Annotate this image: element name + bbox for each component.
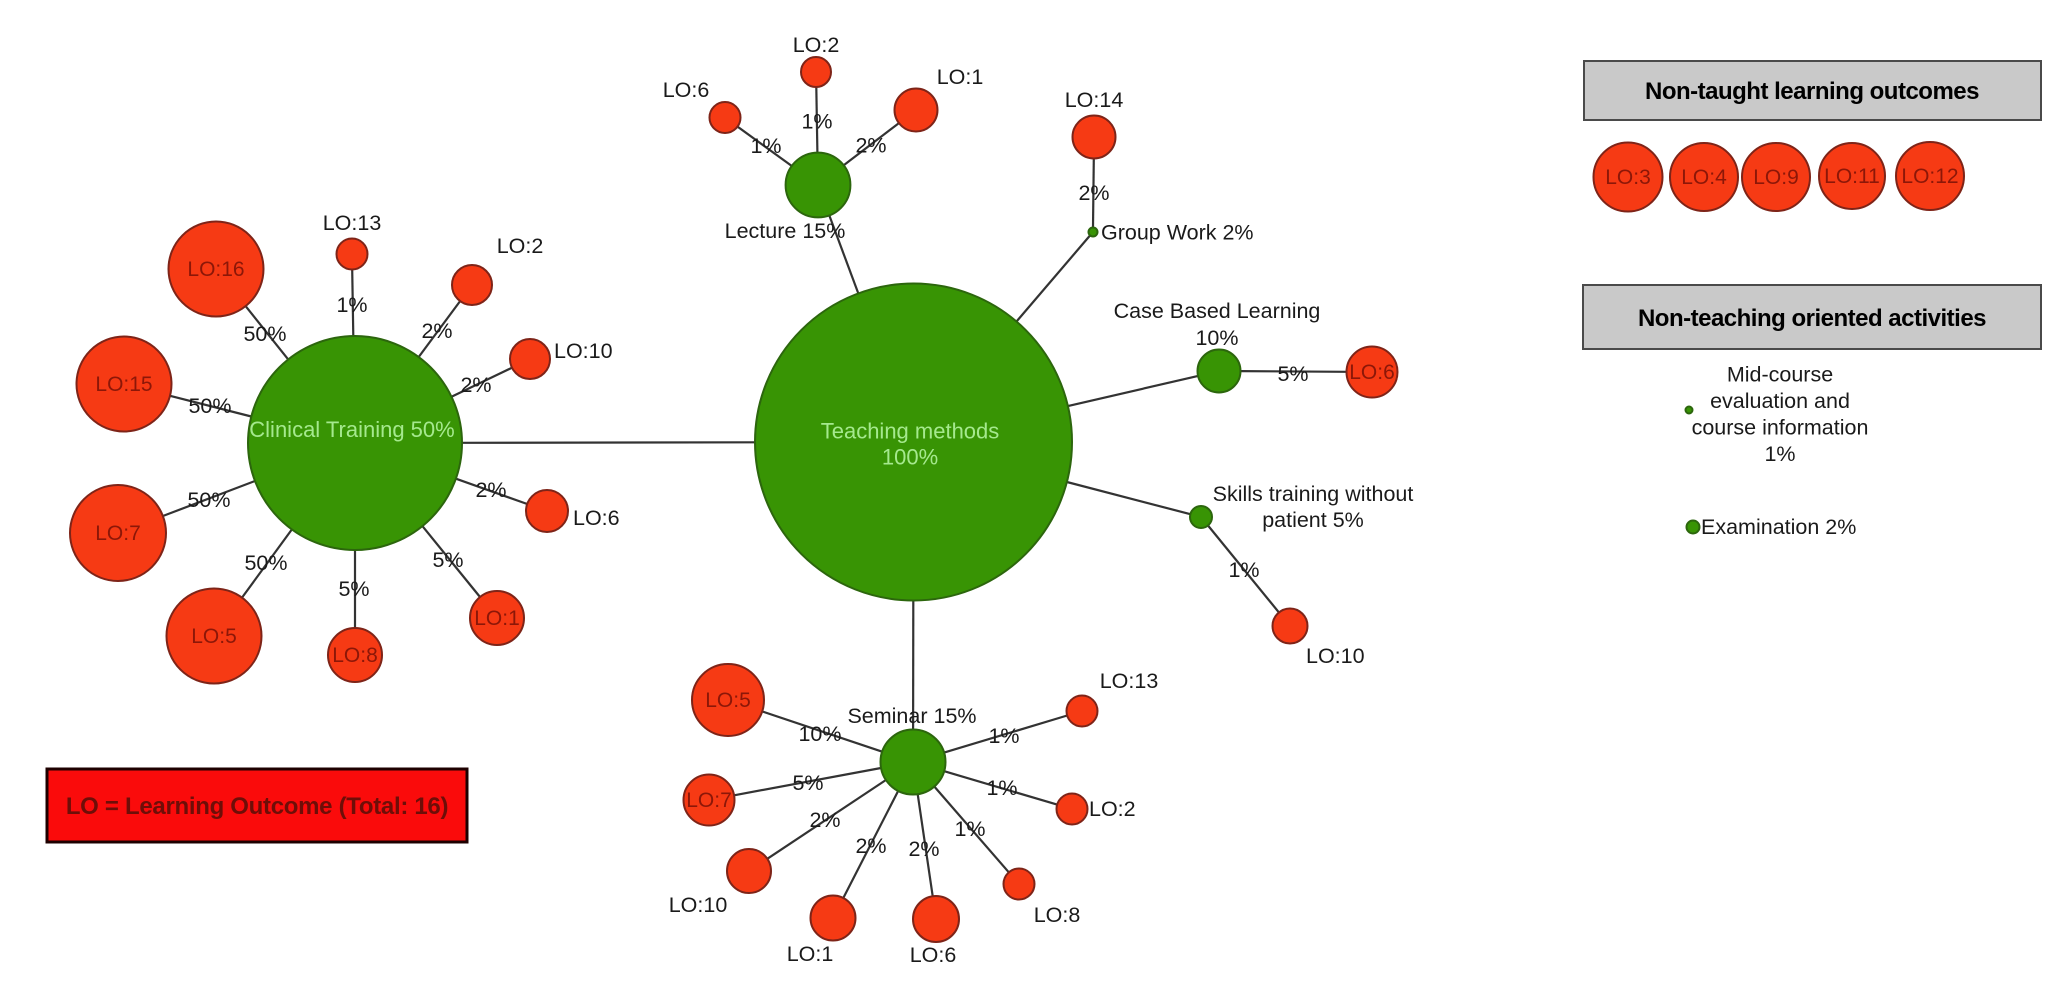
svg-text:1%: 1% xyxy=(954,817,985,841)
svg-text:Seminar 15%: Seminar 15% xyxy=(847,704,976,728)
svg-text:5%: 5% xyxy=(338,577,369,601)
svg-text:LO:5: LO:5 xyxy=(191,625,237,648)
svg-text:2%: 2% xyxy=(1078,181,1109,205)
svg-text:1%: 1% xyxy=(1228,558,1259,582)
svg-text:LO:10: LO:10 xyxy=(1306,644,1365,668)
svg-text:LO:1: LO:1 xyxy=(474,607,520,630)
svg-text:50%: 50% xyxy=(243,322,286,346)
svg-text:LO:2: LO:2 xyxy=(1089,797,1136,821)
svg-text:2%: 2% xyxy=(475,478,506,502)
svg-text:LO:8: LO:8 xyxy=(332,644,378,667)
svg-text:Group Work 2%: Group Work 2% xyxy=(1101,221,1254,245)
svg-text:LO:6: LO:6 xyxy=(910,943,957,967)
svg-text:10%: 10% xyxy=(798,722,841,746)
svg-text:LO:1: LO:1 xyxy=(937,65,984,89)
svg-text:50%: 50% xyxy=(188,394,231,418)
svg-text:LO:6: LO:6 xyxy=(573,506,620,530)
svg-text:LO:5: LO:5 xyxy=(705,689,751,712)
svg-text:100%: 100% xyxy=(882,445,938,470)
svg-text:LO:14: LO:14 xyxy=(1065,88,1124,112)
svg-text:2%: 2% xyxy=(460,373,491,397)
svg-text:Mid-course: Mid-course xyxy=(1727,363,1833,387)
svg-text:evaluation and: evaluation and xyxy=(1710,389,1850,413)
svg-text:1%: 1% xyxy=(988,724,1019,748)
svg-text:LO:4: LO:4 xyxy=(1681,166,1727,189)
svg-text:1%: 1% xyxy=(750,134,781,158)
svg-text:5%: 5% xyxy=(792,771,823,795)
svg-text:2%: 2% xyxy=(809,808,840,832)
svg-text:10%: 10% xyxy=(1195,326,1238,350)
svg-text:LO:2: LO:2 xyxy=(793,33,840,57)
svg-text:5%: 5% xyxy=(432,548,463,572)
svg-text:2%: 2% xyxy=(421,319,452,343)
svg-text:Clinical Training 50%: Clinical Training 50% xyxy=(249,417,454,442)
svg-text:Skills training without: Skills training without xyxy=(1213,482,1414,506)
svg-text:50%: 50% xyxy=(244,551,287,575)
svg-text:LO:7: LO:7 xyxy=(686,789,732,812)
svg-text:LO:11: LO:11 xyxy=(1824,165,1880,188)
svg-text:5%: 5% xyxy=(1277,362,1308,386)
svg-text:50%: 50% xyxy=(187,488,230,512)
svg-text:LO:2: LO:2 xyxy=(497,234,544,258)
svg-text:LO:6: LO:6 xyxy=(1349,361,1395,384)
svg-text:1%: 1% xyxy=(336,293,367,317)
svg-text:LO:3: LO:3 xyxy=(1605,166,1651,189)
svg-text:LO:13: LO:13 xyxy=(1100,669,1159,693)
svg-text:Lecture 15%: Lecture 15% xyxy=(725,219,846,243)
svg-text:patient 5%: patient 5% xyxy=(1262,508,1364,532)
svg-text:LO:10: LO:10 xyxy=(669,893,728,917)
svg-text:Case Based Learning: Case Based Learning xyxy=(1114,299,1321,323)
svg-text:LO:7: LO:7 xyxy=(95,522,141,545)
svg-text:Teaching methods: Teaching methods xyxy=(821,419,1000,444)
svg-text:LO:13: LO:13 xyxy=(323,211,382,235)
svg-text:Non-teaching oriented activiti: Non-teaching oriented activities xyxy=(1638,305,1986,332)
svg-text:1%: 1% xyxy=(1764,442,1795,466)
svg-text:Examination 2%: Examination 2% xyxy=(1701,515,1856,539)
svg-text:LO:9: LO:9 xyxy=(1753,166,1799,189)
svg-text:2%: 2% xyxy=(855,134,886,158)
svg-text:LO:1: LO:1 xyxy=(787,942,834,966)
svg-text:course information: course information xyxy=(1692,416,1869,440)
svg-text:2%: 2% xyxy=(855,834,886,858)
svg-text:1%: 1% xyxy=(801,110,832,134)
svg-text:LO:15: LO:15 xyxy=(95,373,152,396)
svg-text:LO:8: LO:8 xyxy=(1034,903,1081,927)
svg-text:LO = Learning Outcome (Total:: LO = Learning Outcome (Total: 16) xyxy=(66,793,448,820)
svg-text:Non-taught learning outcomes: Non-taught learning outcomes xyxy=(1645,78,1979,105)
svg-text:LO:16: LO:16 xyxy=(187,258,244,281)
svg-text:2%: 2% xyxy=(908,837,939,861)
svg-text:LO:12: LO:12 xyxy=(1901,165,1958,188)
svg-text:1%: 1% xyxy=(986,776,1017,800)
svg-text:LO:10: LO:10 xyxy=(554,339,613,363)
svg-text:LO:6: LO:6 xyxy=(663,78,710,102)
